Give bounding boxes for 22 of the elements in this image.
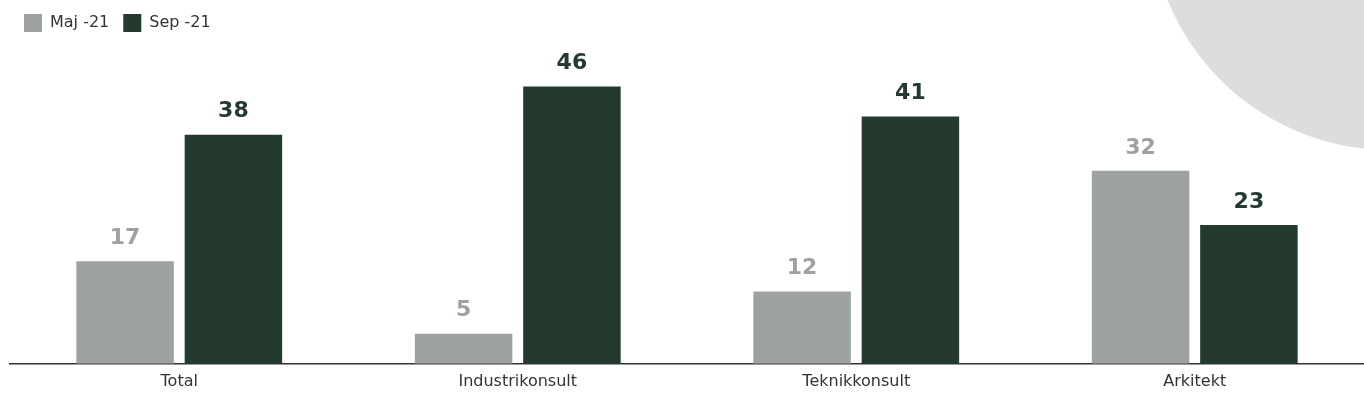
bar (76, 261, 174, 364)
data-label: 46 (556, 49, 588, 75)
bar (861, 116, 960, 364)
data-label: 41 (895, 79, 926, 105)
bar (414, 333, 513, 364)
legend-label: Sep -21 (149, 12, 211, 32)
bar (523, 86, 621, 364)
bar (1200, 225, 1298, 364)
x-tick-label: Total (159, 370, 198, 390)
bar (753, 291, 851, 364)
x-tick-label: Arkitekt (1163, 370, 1227, 390)
bar (184, 134, 283, 364)
data-label: 38 (218, 97, 249, 123)
bar (1091, 170, 1190, 364)
data-label: 12 (786, 254, 818, 280)
data-label: 5 (455, 296, 472, 322)
data-label: 17 (109, 224, 141, 249)
x-tick-label: Teknikkonsult (801, 370, 911, 390)
data-label: 32 (1125, 133, 1156, 159)
x-tick-label: Industrikonsult (458, 370, 578, 390)
legend-label: Maj -21 (50, 12, 110, 32)
data-label: 23 (1233, 187, 1265, 213)
